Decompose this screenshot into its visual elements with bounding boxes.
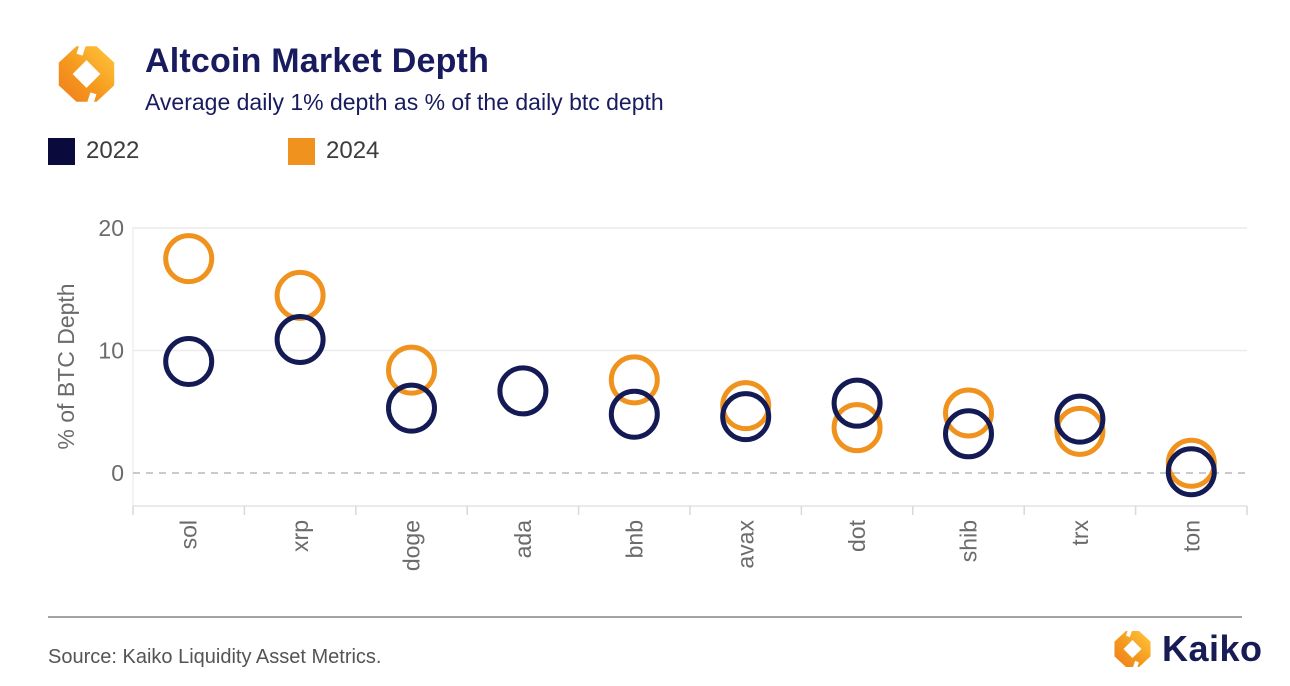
x-category-label-ton: ton — [1178, 520, 1204, 552]
kaiko-wordmark: Kaiko — [1162, 628, 1263, 669]
point-avax-2022 — [720, 391, 772, 443]
y-axis-title: % of BTC Depth — [53, 283, 79, 449]
point-bnb-2022 — [608, 388, 660, 440]
kaiko-brand: Kaiko — [1112, 628, 1263, 670]
chart-legend: 2022 2024 — [0, 137, 1290, 165]
x-category-label-sol: sol — [176, 520, 202, 549]
point-trx-2022 — [1054, 393, 1106, 445]
x-category-label-xrp: xrp — [287, 520, 313, 552]
x-category-label-dot: dot — [844, 519, 870, 552]
kaiko-logo-icon — [58, 42, 115, 106]
point-ada-2022 — [497, 365, 549, 417]
x-category-label-ada: ada — [510, 520, 536, 559]
point-xrp-2022 — [274, 313, 326, 365]
x-category-label-shib: shib — [956, 520, 982, 562]
source-note: Source: Kaiko Liquidity Asset Metrics. — [48, 646, 382, 668]
point-xrp-2024 — [274, 269, 326, 321]
legend-label-2022: 2022 — [86, 137, 140, 164]
point-dot-2022 — [831, 377, 883, 429]
legend-item-2024: 2024 — [288, 137, 379, 165]
y-tick-label: 20 — [98, 215, 124, 241]
point-sol-2024 — [163, 233, 215, 285]
legend-swatch-2022 — [48, 137, 75, 165]
point-trx-2024 — [1054, 405, 1106, 457]
page-title: Altcoin Market Depth — [145, 42, 490, 80]
header: Altcoin Market Depth Average daily 1% de… — [145, 42, 664, 116]
point-sol-2022 — [163, 336, 215, 388]
y-tick-label: 0 — [111, 460, 124, 486]
y-tick-label: 10 — [98, 338, 124, 364]
page-subtitle: Average daily 1% depth as % of the daily… — [145, 89, 664, 115]
footer-divider — [48, 616, 1242, 618]
legend-swatch-2024 — [288, 137, 315, 165]
point-doge-2024 — [386, 344, 437, 396]
x-category-label-avax: avax — [733, 520, 759, 569]
point-dot-2024 — [831, 402, 883, 454]
x-category-label-bnb: bnb — [621, 520, 647, 558]
point-bnb-2024 — [608, 354, 660, 406]
point-shib-2024 — [943, 387, 994, 439]
x-category-label-trx: trx — [1067, 520, 1093, 546]
x-category-label-doge: doge — [399, 520, 425, 571]
point-doge-2022 — [386, 382, 437, 434]
point-avax-2024 — [720, 380, 772, 432]
legend-label-2024: 2024 — [326, 137, 380, 164]
legend-item-2022: 2022 — [48, 137, 139, 165]
point-ton-2022 — [1165, 446, 1217, 498]
point-shib-2022 — [943, 408, 994, 460]
kaiko-logo-icon — [1114, 628, 1151, 670]
